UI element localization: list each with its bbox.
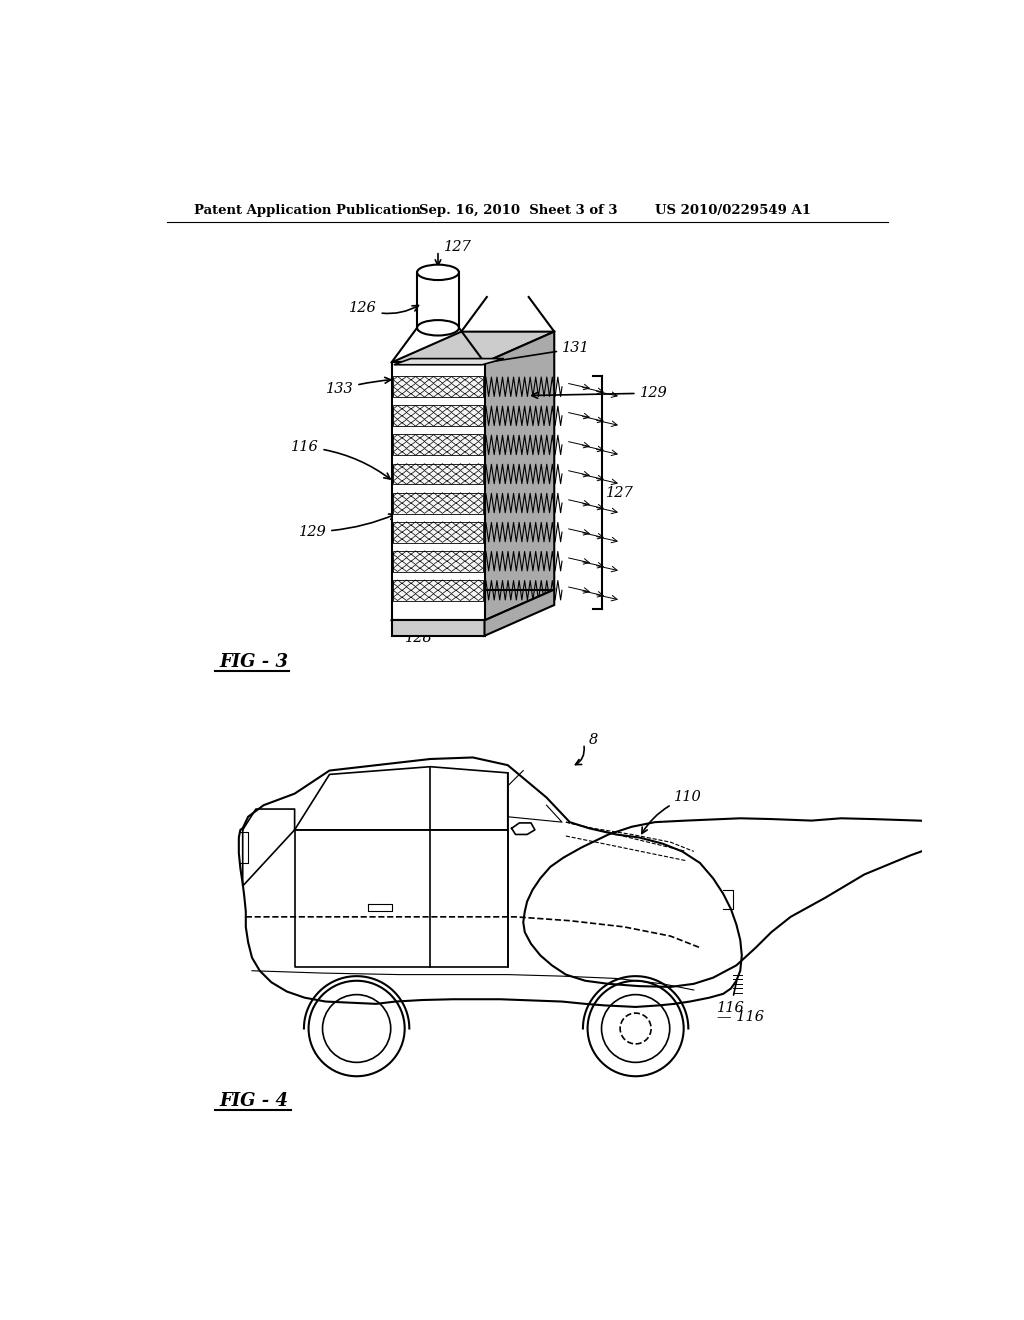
Text: — 116: — 116 [717, 1010, 764, 1024]
Text: 127: 127 [606, 486, 634, 499]
Text: 110: 110 [642, 791, 702, 833]
Ellipse shape [417, 321, 459, 335]
Polygon shape [484, 331, 554, 620]
Polygon shape [391, 620, 484, 636]
Polygon shape [393, 579, 483, 601]
Polygon shape [393, 550, 483, 572]
Text: Patent Application Publication: Patent Application Publication [194, 205, 421, 218]
Text: 131: 131 [479, 342, 590, 363]
Text: 116: 116 [291, 440, 390, 479]
Polygon shape [393, 492, 483, 513]
Text: FIG - 3: FIG - 3 [219, 652, 289, 671]
Text: 128: 128 [406, 631, 433, 645]
Polygon shape [393, 463, 483, 484]
Text: Sep. 16, 2010  Sheet 3 of 3: Sep. 16, 2010 Sheet 3 of 3 [419, 205, 617, 218]
Polygon shape [391, 363, 484, 620]
Text: 127: 127 [444, 240, 472, 253]
Polygon shape [393, 405, 483, 426]
Text: 133: 133 [326, 378, 391, 396]
Text: 126: 126 [349, 301, 419, 315]
Text: US 2010/0229549 A1: US 2010/0229549 A1 [655, 205, 811, 218]
Polygon shape [484, 590, 554, 636]
Polygon shape [391, 331, 554, 363]
Polygon shape [393, 434, 483, 455]
Text: FIG - 4: FIG - 4 [219, 1092, 289, 1110]
Text: 8: 8 [589, 733, 598, 747]
Polygon shape [393, 376, 483, 397]
Polygon shape [393, 521, 483, 543]
Polygon shape [394, 359, 504, 364]
Ellipse shape [417, 264, 459, 280]
Text: 129: 129 [299, 513, 395, 539]
Text: 129: 129 [531, 387, 668, 400]
Text: 116: 116 [717, 981, 744, 1015]
